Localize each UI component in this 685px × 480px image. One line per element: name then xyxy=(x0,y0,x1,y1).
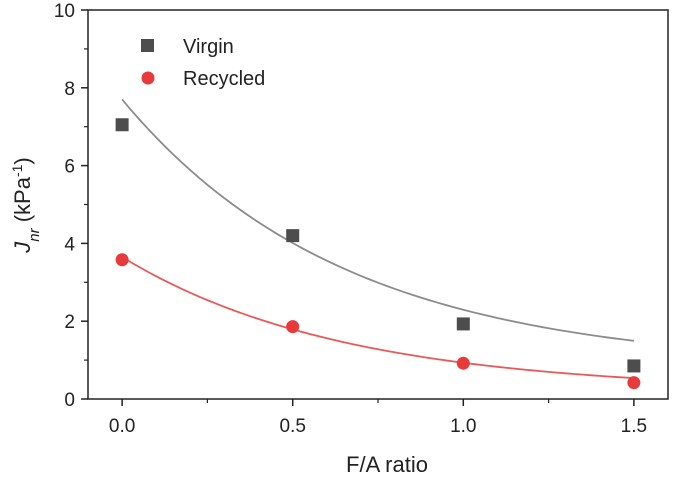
x-tick-label: 1.5 xyxy=(621,416,647,437)
data-point-virgin xyxy=(115,118,129,132)
data-point-recycled xyxy=(115,253,129,267)
y-axis-title: Jnr (kPa-1) xyxy=(9,157,43,253)
fit-curve-recycled xyxy=(121,256,634,379)
legend-label-recycled: Recycled xyxy=(183,68,265,90)
y-tick-label: 2 xyxy=(64,312,75,333)
legend: Virgin Recycled xyxy=(141,36,265,90)
data-point-recycled xyxy=(286,320,300,334)
data-point-virgin xyxy=(286,229,300,243)
y-axis-title-unit: (kPa xyxy=(10,176,35,228)
y-tick-label: 0 xyxy=(64,390,75,411)
y-axis-title-subscript: nr xyxy=(26,227,43,241)
y-axis-title-superscript: -1 xyxy=(9,164,25,177)
fit-curve-virgin xyxy=(121,98,634,342)
data-point-virgin xyxy=(627,359,641,373)
legend-marker-recycled xyxy=(141,71,155,85)
data-point-recycled xyxy=(456,356,470,370)
x-tick-label: 0.5 xyxy=(279,416,305,437)
data-point-virgin xyxy=(456,317,470,331)
data-point-recycled xyxy=(627,376,641,390)
y-axis-title-unit-close: ) xyxy=(10,157,35,164)
legend-label-virgin: Virgin xyxy=(183,36,234,58)
y-tick-label: 8 xyxy=(64,79,75,100)
x-tick-label: 0.0 xyxy=(109,416,135,437)
plot-frame xyxy=(87,9,669,400)
y-axis-title-main: J xyxy=(10,241,35,254)
y-tick-label: 6 xyxy=(64,157,75,178)
legend-marker-virgin xyxy=(141,39,154,52)
y-tick-label: 10 xyxy=(54,1,75,22)
x-axis-title: F/A ratio xyxy=(346,452,428,477)
y-tick-label: 4 xyxy=(64,234,75,255)
x-tick-label: 1.0 xyxy=(450,416,476,437)
